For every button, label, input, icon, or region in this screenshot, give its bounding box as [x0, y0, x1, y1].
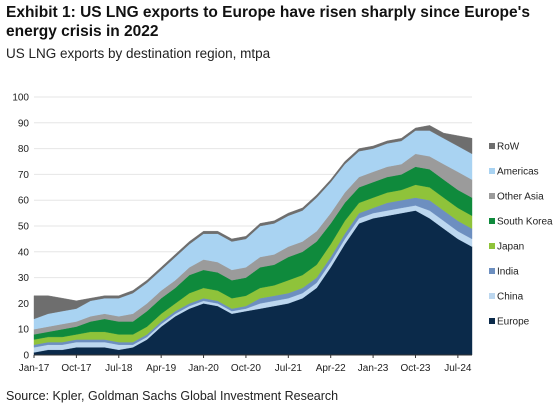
x-tick-label: Jul-18 [105, 363, 133, 374]
legend-label: Americas [497, 167, 539, 178]
legend-label: Japan [497, 242, 524, 253]
y-tick-label: 80 [18, 144, 30, 155]
legend-swatch [489, 193, 495, 199]
legend-label: South Korea [497, 217, 553, 228]
y-tick-label: 10 [18, 325, 30, 336]
y-tick-label: 70 [18, 170, 30, 181]
y-tick-label: 100 [12, 93, 29, 104]
x-tick-label: Oct-20 [231, 363, 261, 374]
legend-label: China [497, 292, 524, 303]
legend-swatch [489, 143, 495, 149]
y-tick-label: 50 [18, 222, 30, 233]
y-tick-label: 20 [18, 299, 30, 310]
y-tick-label: 0 [23, 351, 29, 362]
chart-title: Exhibit 1: US LNG exports to Europe have… [6, 4, 530, 40]
legend: RoW Americas Other Asia South Korea Japan Ind… [489, 142, 553, 328]
x-tick-label: Jan-20 [188, 363, 219, 374]
legend-label: India [497, 267, 519, 278]
source-note: Source: Kpler, Goldman Sachs Global Inve… [6, 389, 339, 403]
legend-label: Other Asia [497, 192, 544, 203]
legend-label: Europe [497, 317, 530, 328]
y-tick-label: 40 [18, 247, 30, 258]
x-tick-label: Apr-22 [316, 363, 346, 374]
x-tick-label: Jan-17 [19, 363, 50, 374]
legend-label: RoW [497, 142, 520, 153]
y-tick-label: 30 [18, 273, 30, 284]
x-tick-label: Apr-19 [146, 363, 176, 374]
legend-swatch [489, 268, 495, 274]
legend-swatch [489, 218, 495, 224]
x-tick-label: Jul-21 [275, 363, 303, 374]
y-tick-label: 90 [18, 118, 30, 129]
y-tick-label: 60 [18, 196, 30, 207]
axes: 0 10 20 30 40 50 60 70 80 90 100 Jan-17 Oct-17 Jul-18… [12, 93, 472, 374]
x-tick-label: Oct-17 [61, 363, 91, 374]
legend-swatch [489, 293, 495, 299]
x-tick-label: Oct-23 [400, 363, 430, 374]
area-row [33, 125, 473, 320]
legend-swatch [489, 243, 495, 249]
x-tick-label: Jan-23 [358, 363, 389, 374]
chart-subtitle: US LNG exports by destination region, mt… [6, 46, 271, 61]
area-series-group [33, 125, 473, 356]
legend-swatch [489, 168, 495, 174]
x-tick-label: Jul-24 [444, 363, 472, 374]
legend-swatch [489, 318, 495, 324]
